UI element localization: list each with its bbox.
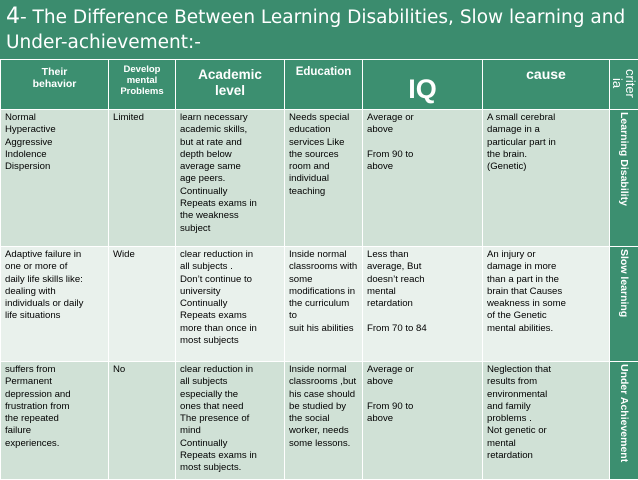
slide-number: 4 bbox=[6, 4, 20, 29]
cell-develop: Limited bbox=[109, 110, 176, 247]
cell-develop: No bbox=[109, 362, 176, 480]
row-label-under-achievement: Under Achievement bbox=[610, 362, 638, 480]
row-label-slow-learning: Slow learning bbox=[610, 247, 638, 362]
slide-title-text: - The Difference Between Learning Disabi… bbox=[6, 7, 625, 53]
row-label-learning-disability: Learning Disability bbox=[610, 110, 638, 247]
header-education: Education bbox=[285, 60, 363, 110]
header-criteria: criter ia bbox=[610, 60, 638, 110]
cell-develop: Wide bbox=[109, 247, 176, 362]
header-cause: cause bbox=[483, 60, 610, 110]
slide-title: 4- The Difference Between Learning Disab… bbox=[6, 4, 636, 55]
header-iq: IQ bbox=[363, 60, 483, 110]
